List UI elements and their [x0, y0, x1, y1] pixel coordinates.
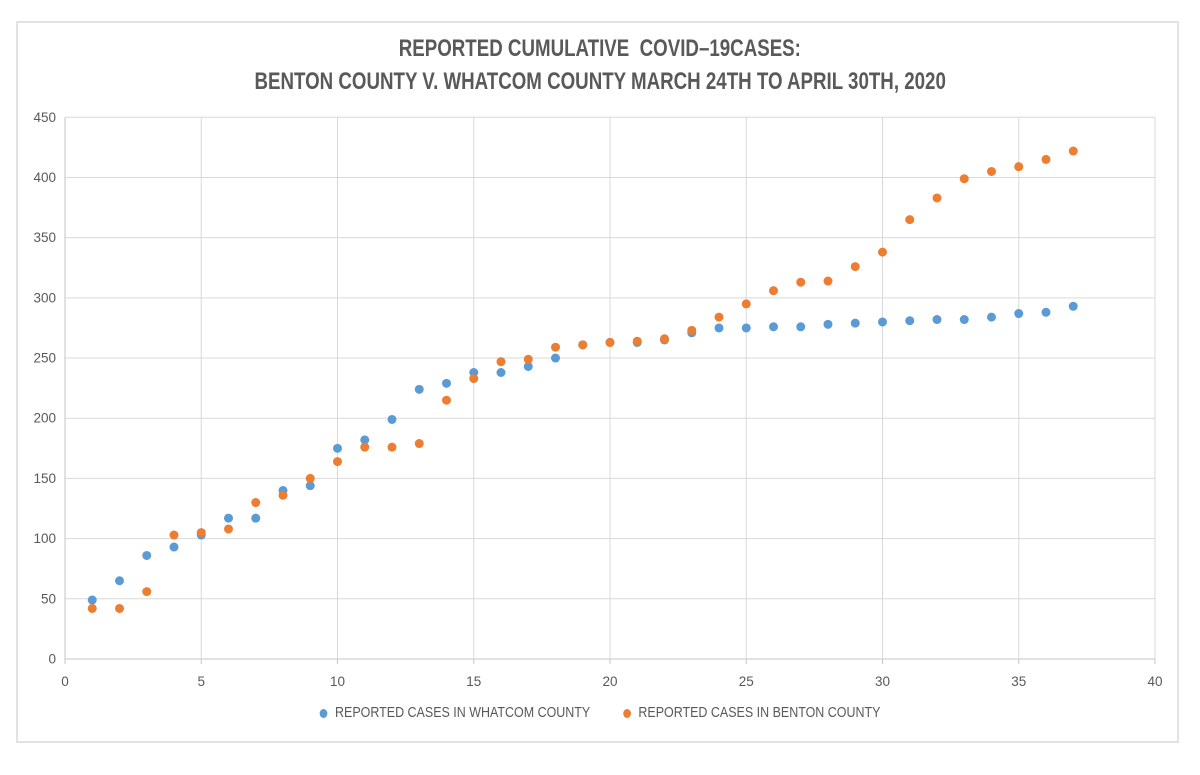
x-tick-label: 35 [1011, 674, 1026, 689]
x-tick-label: 10 [330, 674, 345, 689]
data-point-benton [741, 299, 751, 309]
data-point-benton [442, 395, 451, 405]
data-point-whatcom [523, 361, 533, 371]
data-point-whatcom [850, 318, 860, 328]
y-tick-label: 50 [41, 591, 56, 606]
data-point-benton [523, 354, 533, 364]
data-point-benton [360, 442, 370, 452]
data-point-benton [278, 490, 288, 500]
x-tick-label: 40 [1147, 674, 1162, 689]
data-point-benton [959, 174, 969, 184]
data-point-whatcom [169, 542, 179, 552]
data-point-whatcom [496, 368, 506, 378]
chart-title: REPORTED CUMULATIVE COVID–19CASES: BENTO… [0, 32, 1200, 98]
y-tick-label: 400 [33, 170, 56, 185]
data-point-whatcom [387, 414, 397, 424]
legend-marker-benton-icon [622, 708, 631, 718]
data-point-benton [496, 357, 506, 367]
data-point-whatcom [224, 513, 233, 523]
data-point-whatcom [959, 315, 969, 325]
data-point-benton [660, 334, 669, 344]
y-tick-label: 250 [33, 351, 56, 366]
data-point-benton [115, 603, 124, 613]
data-point-whatcom [905, 316, 915, 326]
y-tick-label: 0 [48, 652, 56, 667]
data-point-whatcom [1041, 307, 1051, 317]
data-point-benton [196, 528, 206, 538]
data-point-whatcom [932, 315, 942, 325]
data-point-benton [769, 286, 778, 296]
data-point-whatcom [442, 378, 451, 388]
data-point-whatcom [115, 576, 124, 586]
data-point-whatcom [360, 435, 370, 445]
data-point-benton [414, 439, 424, 449]
data-point-whatcom [251, 513, 261, 523]
y-tick-label: 100 [33, 531, 56, 546]
data-point-benton [142, 587, 152, 597]
data-point-whatcom [823, 319, 833, 329]
data-point-benton [878, 247, 887, 257]
x-tick-label: 25 [739, 674, 754, 689]
data-point-whatcom [987, 312, 996, 322]
y-tick-label: 300 [33, 290, 56, 305]
legend-item-whatcom: REPORTED CASES IN WHATCOM COUNTY [319, 705, 591, 721]
data-point-benton [578, 340, 588, 350]
legend-label-whatcom: REPORTED CASES IN WHATCOM COUNTY [335, 705, 591, 721]
data-point-benton [469, 374, 479, 384]
x-tick-label: 20 [602, 674, 617, 689]
data-point-benton [605, 337, 615, 347]
data-point-benton [1068, 146, 1078, 156]
data-point-whatcom [741, 323, 751, 333]
data-point-benton [796, 277, 806, 287]
x-tick-label: 15 [466, 674, 481, 689]
data-point-whatcom [87, 595, 97, 605]
y-tick-label: 200 [33, 411, 56, 426]
data-point-benton [632, 336, 642, 346]
data-point-whatcom [142, 550, 152, 560]
data-point-benton [1014, 162, 1024, 172]
data-point-whatcom [878, 317, 887, 327]
data-point-benton [305, 473, 315, 483]
x-tick-label: 0 [61, 674, 69, 689]
chart-title-line-1: REPORTED CUMULATIVE COVID–19CASES: [398, 35, 802, 62]
data-point-benton [850, 262, 860, 272]
data-point-benton [551, 342, 560, 352]
y-tick-label: 150 [33, 471, 56, 486]
x-tick-label: 5 [197, 674, 205, 689]
chart-frame [16, 21, 1179, 743]
data-point-benton [1041, 154, 1051, 164]
data-point-whatcom [305, 481, 315, 491]
data-point-whatcom [714, 323, 724, 333]
y-tick-label: 450 [33, 110, 56, 125]
data-point-benton [251, 498, 261, 508]
data-point-whatcom [414, 384, 424, 394]
data-point-benton [333, 457, 342, 467]
data-point-benton [823, 276, 833, 286]
data-point-benton [387, 442, 397, 452]
data-point-benton [932, 193, 942, 203]
legend-item-benton: REPORTED CASES IN BENTON COUNTY [622, 705, 881, 721]
data-point-benton [87, 603, 97, 613]
chart-legend: REPORTED CASES IN WHATCOM COUNTY REPORTE… [84, 705, 1116, 721]
x-tick-label: 30 [875, 674, 890, 689]
data-point-benton [905, 215, 915, 225]
data-point-whatcom [1014, 309, 1024, 319]
data-point-benton [987, 166, 996, 176]
data-point-benton [169, 530, 179, 540]
data-point-benton [687, 325, 697, 335]
data-point-whatcom [1068, 301, 1078, 311]
chart-title-line-2: BENTON COUNTY V. WHATCOM COUNTY MARCH 24… [254, 68, 946, 95]
data-point-whatcom [333, 443, 342, 453]
data-point-whatcom [551, 353, 560, 363]
data-point-whatcom [796, 322, 806, 332]
data-point-whatcom [769, 322, 778, 332]
data-point-benton [714, 312, 724, 322]
legend-marker-whatcom-icon [319, 708, 328, 718]
y-tick-label: 350 [33, 230, 56, 245]
legend-label-benton: REPORTED CASES IN BENTON COUNTY [638, 705, 881, 721]
data-point-benton [224, 524, 233, 534]
